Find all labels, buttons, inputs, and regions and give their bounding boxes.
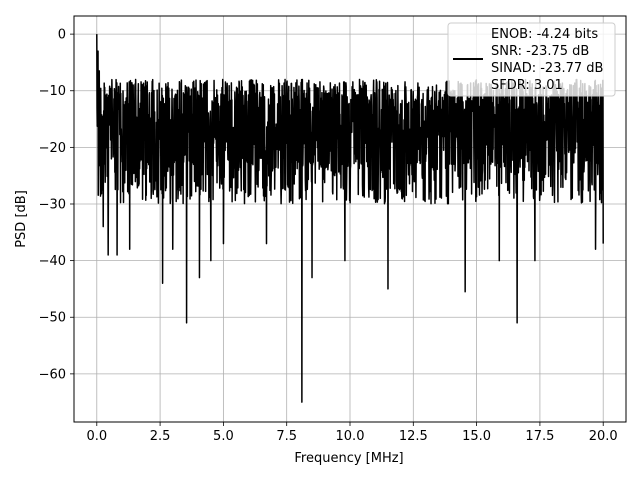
x-tick-label: 15.0 (462, 429, 491, 444)
y-tick-label: −40 (39, 254, 66, 269)
x-tick-label: 5.0 (213, 429, 234, 444)
x-tick-label: 12.5 (399, 429, 428, 444)
x-tick-label: 10.0 (336, 429, 365, 444)
x-tick-label: 7.5 (276, 429, 297, 444)
y-tick-label: −20 (39, 141, 66, 156)
y-tick-label: −60 (39, 367, 66, 382)
x-tick-label: 17.5 (525, 429, 554, 444)
y-axis-label: PSD [dB] (14, 190, 29, 248)
legend: ENOB: -4.24 bits SNR: -23.75 dB SINAD: -… (447, 22, 616, 97)
x-tick-label: 20.0 (589, 429, 618, 444)
y-tick-label: −30 (39, 197, 66, 212)
series-layer (96, 34, 604, 403)
legend-box (447, 22, 616, 97)
legend-entry-snr: SNR: -23.75 dB (491, 44, 589, 59)
y-tick-label: −50 (39, 311, 66, 326)
y-tick-label: −10 (39, 84, 66, 99)
legend-entry-sinad: SINAD: -23.77 dB (491, 61, 603, 76)
x-tick-label: 2.5 (150, 429, 171, 444)
x-axis-ticks: 0.0 2.5 5.0 7.5 10.0 12.5 15.0 17.5 20.0 (86, 422, 618, 444)
x-axis-label: Frequency [MHz] (294, 451, 403, 466)
psd-series-line (96, 34, 604, 403)
y-tick-label: 0 (58, 28, 66, 43)
y-axis-ticks: 0 −10 −20 −30 −40 −50 −60 (39, 28, 74, 382)
legend-entry-enob: ENOB: -4.24 bits (491, 27, 598, 42)
x-tick-label: 0.0 (86, 429, 107, 444)
legend-entry-sfdr: SFDR: 3.01 (491, 78, 563, 93)
